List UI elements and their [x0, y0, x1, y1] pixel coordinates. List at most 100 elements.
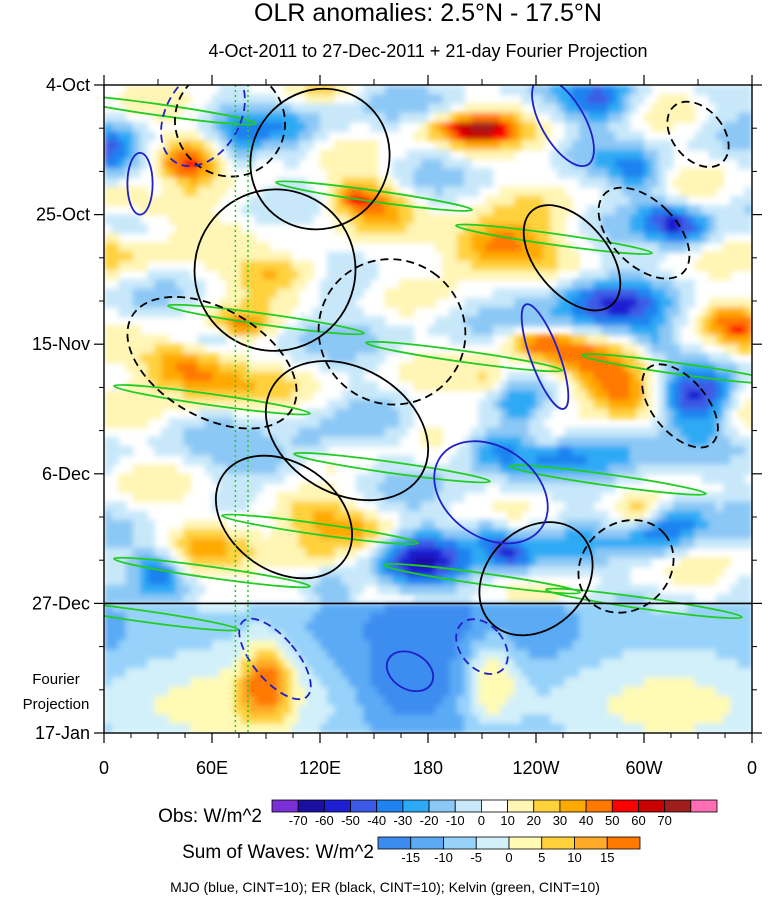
obs-cell [680, 529, 688, 540]
projection-cell [636, 649, 645, 660]
projection-cell [694, 631, 703, 642]
obs-cell [327, 288, 335, 299]
projection-cell [363, 677, 371, 688]
obs-cell [284, 112, 292, 123]
obs-cell [644, 390, 652, 401]
projection-cell [680, 612, 688, 623]
obs-cell [665, 122, 674, 132]
projection-cell [564, 621, 573, 632]
projection-cell [723, 658, 731, 669]
obs-cell [564, 427, 573, 438]
obs-cell [629, 85, 638, 95]
obs-cell [485, 529, 494, 540]
obs-cell [615, 112, 623, 123]
obs-cell [240, 140, 249, 151]
projection-cell [615, 705, 623, 716]
obs-cell [514, 233, 523, 243]
projection-cell [557, 658, 566, 669]
obs-cell [118, 297, 127, 308]
obs-cell [276, 538, 285, 549]
obs-cell [716, 223, 724, 234]
obs-cell [377, 557, 386, 567]
projection-cell [615, 603, 623, 614]
obs-cell [269, 464, 278, 475]
obs-cell [449, 85, 458, 95]
projection-cell [183, 649, 191, 660]
obs-cell [161, 196, 170, 206]
obs-cell [334, 223, 343, 234]
obs-cell [644, 316, 652, 327]
obs-cell [154, 149, 163, 160]
obs-cell [420, 186, 429, 197]
obs-cell [413, 214, 422, 225]
obs-cell [276, 112, 285, 123]
projection-cell [651, 631, 659, 642]
obs-cell [161, 427, 170, 438]
projection-cell [161, 723, 170, 733]
projection-cell [298, 668, 307, 679]
obs-cell [557, 251, 566, 262]
projection-cell [557, 714, 566, 725]
obs-cell [183, 399, 191, 410]
obs-cell [377, 492, 386, 503]
projection-cell [154, 649, 163, 660]
obs-cell [622, 353, 631, 364]
obs-cell [701, 307, 710, 318]
obs-cell [140, 538, 148, 549]
obs-cell [716, 372, 724, 382]
projection-cell [356, 705, 364, 716]
obs-cell [406, 529, 415, 540]
projection-cell [276, 612, 285, 623]
obs-cell [363, 334, 371, 345]
obs-cell [406, 196, 415, 206]
obs-cell [701, 353, 710, 364]
obs-cell [665, 418, 674, 429]
obs-cell [471, 372, 479, 382]
projection-cell [255, 658, 263, 669]
obs-cell [492, 362, 501, 373]
obs-cell [536, 103, 544, 114]
obs-cell [723, 390, 731, 401]
obs-cell [464, 233, 472, 243]
projection-cell [384, 649, 393, 660]
obs-cell [456, 260, 465, 271]
obs-cell [471, 168, 479, 179]
obs-cell [622, 362, 631, 373]
obs-cell [176, 418, 184, 429]
obs-cell [168, 372, 177, 382]
obs-cell [305, 594, 314, 604]
obs-cell [226, 270, 235, 280]
obs-cell [262, 288, 271, 299]
obs-cell [327, 501, 335, 512]
obs-cell [104, 112, 112, 123]
obs-cell [543, 557, 551, 567]
obs-cell [420, 381, 429, 392]
obs-cell [384, 288, 393, 299]
obs-cell [334, 575, 343, 586]
projection-cell [651, 658, 659, 669]
obs-cell [334, 492, 343, 503]
obs-cell [471, 325, 479, 336]
obs-cell [680, 409, 688, 419]
projection-cell [356, 714, 364, 725]
obs-cell [248, 149, 256, 160]
projection-cell [291, 714, 299, 725]
projection-cell [435, 668, 443, 679]
obs-cell [147, 307, 155, 318]
projection-cell [536, 640, 544, 651]
projection-cell [593, 631, 602, 642]
obs-cell [521, 297, 530, 308]
projection-cell [125, 649, 134, 660]
obs-cell [312, 427, 321, 438]
obs-cell [219, 85, 227, 95]
projection-cell [716, 705, 724, 716]
projection-cell [219, 705, 227, 716]
obs-cell [651, 233, 659, 243]
obs-cell [680, 288, 688, 299]
obs-cell [478, 177, 487, 188]
obs-cell [449, 316, 458, 327]
obs-cell [579, 399, 587, 410]
projection-cell [708, 696, 717, 706]
obs-cell [557, 547, 566, 558]
obs-cell [608, 529, 616, 540]
